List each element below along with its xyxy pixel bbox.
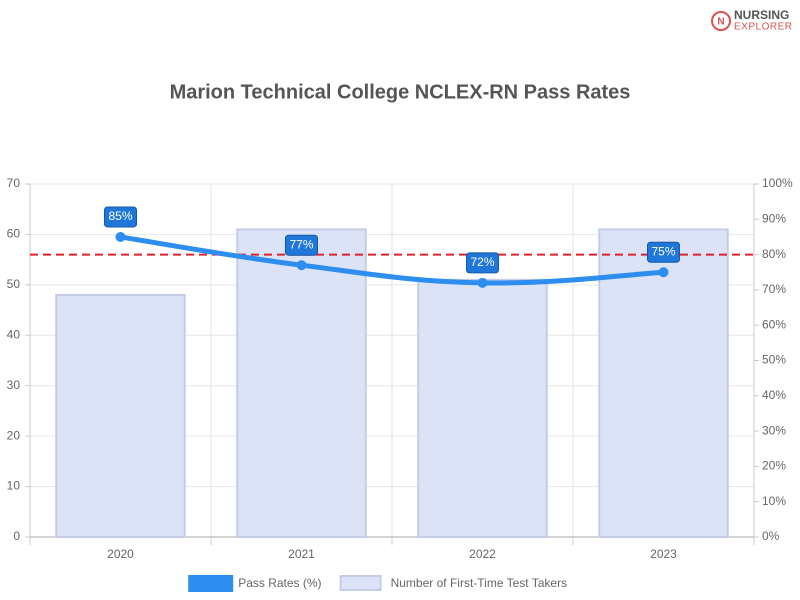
y-tick-label: 50 bbox=[7, 277, 21, 291]
data-label-box bbox=[285, 234, 318, 256]
data-label: 75% bbox=[651, 244, 675, 258]
x-tick-label: 2022 bbox=[469, 547, 496, 561]
y2-tick-label: 60% bbox=[762, 317, 786, 331]
data-label-box bbox=[104, 206, 137, 228]
bar bbox=[236, 228, 367, 538]
point bbox=[296, 260, 307, 271]
x-tick-label: 2023 bbox=[650, 547, 677, 561]
y2-tick-label: 40% bbox=[762, 388, 786, 402]
logo-icon bbox=[711, 11, 731, 31]
point bbox=[658, 267, 669, 278]
point bbox=[477, 277, 488, 288]
y-tick-label: 30 bbox=[7, 378, 21, 392]
point bbox=[115, 231, 126, 242]
y-tick-label: 60 bbox=[7, 227, 21, 241]
data-label: 85% bbox=[108, 209, 132, 223]
y-tick-label: 10 bbox=[7, 479, 21, 493]
y2-tick-label: 80% bbox=[762, 247, 786, 261]
data-label-box bbox=[647, 241, 680, 263]
logo-icon-letter: N bbox=[717, 17, 724, 28]
y2-tick-label: 10% bbox=[762, 494, 786, 508]
legend-swatch bbox=[188, 575, 234, 592]
legend-label: Pass Rates (%) bbox=[238, 576, 321, 590]
y-tick-label: 40 bbox=[7, 327, 21, 341]
data-label-box bbox=[466, 252, 499, 274]
data-label: 72% bbox=[470, 255, 494, 269]
bar bbox=[417, 278, 548, 538]
bar bbox=[598, 228, 729, 538]
y-tick-label: 20 bbox=[7, 428, 21, 442]
bar bbox=[55, 293, 186, 539]
x-tick-label: 2020 bbox=[107, 547, 134, 561]
legend-label: Number of First-Time Test Takers bbox=[391, 576, 567, 590]
y2-tick-label: 30% bbox=[762, 423, 786, 437]
y2-tick-label: 0% bbox=[762, 529, 780, 543]
y2-tick-label: 20% bbox=[762, 459, 786, 473]
logo-text: NURSING bbox=[734, 8, 789, 22]
logo: N NURSING EXPLORER bbox=[711, 8, 792, 33]
logo-text: EXPLORER bbox=[734, 22, 792, 33]
legend-swatch bbox=[339, 575, 382, 591]
y-tick-label: 70 bbox=[7, 176, 21, 190]
line bbox=[118, 234, 666, 286]
y2-tick-label: 100% bbox=[762, 176, 793, 190]
y2-tick-label: 70% bbox=[762, 282, 786, 296]
x-tick-label: 2021 bbox=[288, 547, 315, 561]
data-label: 77% bbox=[289, 237, 313, 251]
chart-title: Marion Technical College NCLEX-RN Pass R… bbox=[170, 81, 631, 103]
y2-tick-label: 50% bbox=[762, 353, 786, 367]
y-tick-label: 0 bbox=[13, 529, 20, 543]
y2-tick-label: 90% bbox=[762, 211, 786, 225]
